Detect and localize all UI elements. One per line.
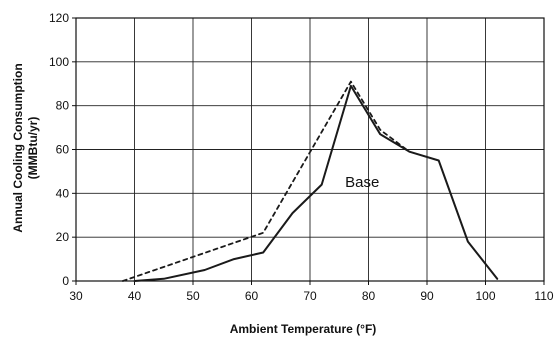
y-tick-label: 100	[49, 55, 69, 69]
series-line-solid	[133, 84, 499, 282]
y-tick-label: 20	[56, 230, 70, 244]
x-tick-label: 50	[186, 289, 200, 303]
tick-labels: 30 40 50 60 70 80 90 100 110 0 20 40 60 80 100 120	[49, 11, 554, 303]
y-tick-label: 60	[56, 143, 70, 157]
y-axis-title-line2: (MMBtu/yr)	[26, 117, 40, 180]
y-tick-label: 80	[56, 99, 70, 113]
y-tick-label: 40	[56, 186, 70, 200]
x-tick-label: 90	[420, 289, 434, 303]
x-tick-label: 70	[303, 289, 317, 303]
y-tick-label: 120	[49, 11, 69, 25]
x-tick-label: 60	[245, 289, 259, 303]
x-tick-label: 110	[534, 289, 553, 303]
annotation-base: Base	[345, 174, 379, 191]
x-tick-label: 80	[362, 289, 376, 303]
series-group	[121, 80, 499, 282]
y-axis-title-line1: Annual Cooling Consumption	[11, 63, 25, 232]
series-line-dashed	[121, 80, 411, 282]
plot-frame	[75, 17, 545, 282]
y-tick-label: 0	[62, 274, 69, 288]
x-tick-label: 30	[69, 289, 83, 303]
axes	[72, 17, 545, 285]
grid	[75, 17, 545, 282]
x-tick-label: 100	[475, 289, 495, 303]
x-axis-title: Ambient Temperature (°F)	[230, 322, 377, 336]
x-tick-label: 40	[128, 289, 142, 303]
